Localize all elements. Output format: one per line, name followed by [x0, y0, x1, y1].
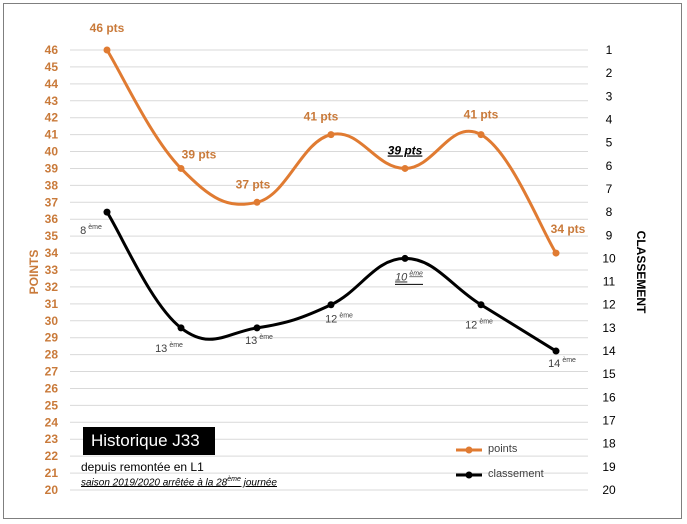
points-data-label: 39 pts: [388, 143, 423, 157]
left-tick-label: 38: [45, 178, 59, 192]
right-tick-label: 9: [606, 228, 613, 242]
left-tick-label: 21: [45, 466, 59, 480]
right-tick-label: 15: [602, 367, 616, 381]
points-data-point: [103, 46, 111, 54]
right-tick-label: 18: [602, 437, 616, 451]
points-data-label: 46 pts: [90, 21, 125, 35]
right-tick-label: 11: [603, 275, 616, 289]
legend: [456, 446, 482, 479]
classement-data-label: 13 ème: [245, 334, 273, 347]
left-axis-title: POINTS: [27, 250, 41, 295]
left-tick-label: 31: [45, 297, 59, 311]
left-tick-label: 40: [45, 145, 59, 159]
right-tick-label: 1: [606, 43, 613, 57]
right-tick-label: 2: [606, 66, 613, 80]
left-tick-label: 43: [45, 94, 59, 108]
classement-data-label: 10 ème: [395, 270, 423, 283]
points-data-point: [552, 249, 560, 257]
points-data-point: [401, 164, 409, 172]
series-labels: 46 pts 39 pts 37 pts 41 pts 39 pts 41 pts 34 p…: [80, 21, 586, 370]
right-tick-label: 6: [606, 159, 613, 173]
points-data-label: 39 pts: [182, 147, 217, 161]
left-tick-label: 44: [45, 77, 59, 91]
left-tick-label: 25: [45, 398, 59, 412]
right-tick-label: 13: [602, 321, 616, 335]
left-tick-label: 39: [45, 161, 59, 175]
classement-data-point: [477, 301, 485, 309]
left-tick-label: 20: [45, 483, 59, 497]
classement-data-label: 14 ème: [548, 357, 576, 370]
classement-data-point: [103, 208, 111, 216]
right-tick-label: 8: [606, 205, 613, 219]
left-tick-label: 36: [45, 212, 59, 226]
right-axis-title: CLASSEMENT: [634, 231, 648, 314]
points-data-label: 41 pts: [304, 110, 339, 124]
classement-series-line: [105, 211, 557, 353]
chart-title: Historique J33: [83, 427, 215, 455]
legend-label-classement: classement: [488, 468, 544, 480]
classement-data-label: 12 ème: [325, 313, 353, 326]
right-tick-label: 19: [602, 460, 616, 474]
points-data-point: [477, 131, 485, 139]
classement-data-point: [253, 324, 261, 332]
points-data-label: 41 pts: [464, 108, 499, 122]
left-tick-label: 29: [45, 331, 59, 345]
left-tick-label: 24: [45, 415, 59, 429]
points-data-label: 34 pts: [551, 222, 586, 236]
legend-label-points: points: [488, 443, 518, 455]
left-tick-label: 32: [45, 280, 59, 294]
classement-data-label: 12 ème: [465, 319, 493, 332]
gridlines: [70, 49, 588, 491]
right-tick-label: 10: [602, 251, 616, 265]
left-tick-label: 30: [45, 314, 59, 328]
classement-data-point: [177, 324, 185, 332]
classement-data-point: [401, 254, 409, 262]
left-tick-label: 42: [45, 111, 59, 125]
left-tick-label: 41: [45, 128, 59, 142]
left-tick-label: 37: [45, 195, 59, 209]
series-points: [103, 46, 560, 355]
right-tick-label: 12: [602, 298, 616, 312]
points-data-label: 37 pts: [236, 177, 271, 191]
left-tick-label: 35: [45, 229, 59, 243]
left-tick-label: 27: [45, 365, 59, 379]
right-tick-label: 16: [602, 390, 616, 404]
right-tick-label: 3: [606, 89, 613, 103]
left-axis-ticks: 20 21 22 23 24 25 26 27 28 29 30 31 32 33 34 35 36 37 38 39…: [45, 43, 59, 497]
points-data-point: [327, 131, 335, 139]
right-tick-label: 17: [602, 414, 616, 428]
left-tick-label: 23: [45, 432, 59, 446]
left-tick-label: 26: [45, 381, 59, 395]
classement-data-point: [552, 347, 560, 355]
classement-data-point: [327, 301, 335, 309]
left-tick-label: 34: [45, 246, 59, 260]
right-tick-label: 20: [602, 483, 616, 497]
chart-subtitle: depuis remontée en L1: [81, 460, 204, 474]
right-tick-label: 4: [606, 112, 613, 126]
season-note: saison 2019/2020 arrêtée à la 28ème jour…: [81, 476, 277, 489]
left-tick-label: 46: [45, 43, 59, 57]
classement-data-label: 8 ème: [80, 224, 102, 237]
legend-points-marker: [465, 446, 473, 454]
points-data-point: [253, 198, 261, 206]
classement-data-label: 13 ème: [155, 342, 183, 355]
left-tick-label: 22: [45, 449, 59, 463]
left-tick-label: 28: [45, 348, 59, 362]
legend-classement-marker: [465, 471, 473, 479]
points-data-point: [177, 164, 185, 172]
right-tick-label: 14: [602, 344, 616, 358]
left-tick-label: 45: [45, 60, 59, 74]
right-tick-label: 7: [606, 182, 613, 196]
left-tick-label: 33: [45, 263, 59, 277]
right-tick-label: 5: [606, 136, 613, 150]
